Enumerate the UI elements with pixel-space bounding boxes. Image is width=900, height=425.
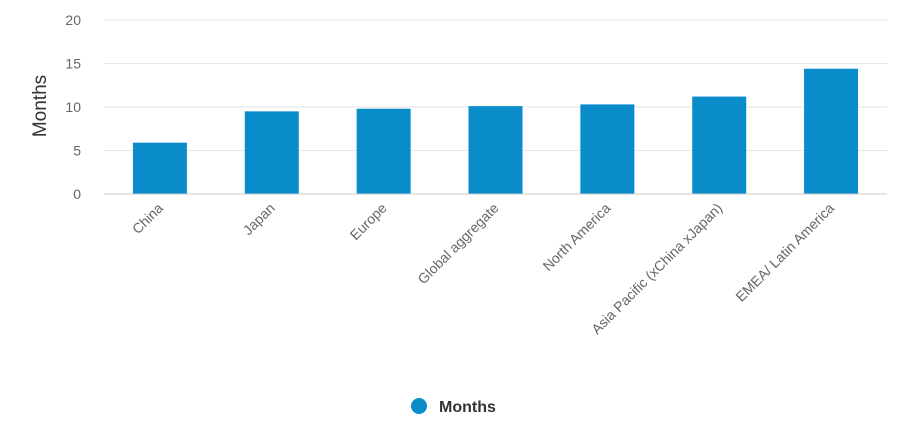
legend[interactable]: Months bbox=[411, 398, 496, 416]
bar-global-aggregate[interactable] bbox=[468, 106, 523, 194]
x-tick-label: Asia Pacific (xChina xJapan) bbox=[588, 200, 725, 337]
y-axis-title: Months bbox=[30, 75, 51, 137]
x-tick-label: China bbox=[129, 200, 166, 237]
legend-marker bbox=[411, 398, 427, 414]
y-tick-label: 15 bbox=[65, 56, 81, 72]
bar-north-america[interactable] bbox=[580, 104, 635, 194]
bar-japan[interactable] bbox=[244, 111, 299, 194]
y-tick-label: 5 bbox=[73, 143, 81, 159]
bar-emea-latin-america[interactable] bbox=[804, 68, 859, 194]
x-tick-label: Europe bbox=[347, 200, 390, 243]
x-tick-label: Global aggregate bbox=[414, 200, 501, 287]
bars bbox=[132, 68, 859, 194]
bar-europe[interactable] bbox=[356, 108, 411, 194]
x-tick-label: Japan bbox=[240, 200, 278, 238]
legend-label-months: Months bbox=[439, 399, 496, 416]
x-axis-labels: China Japan Europe Global aggregate North Am… bbox=[129, 200, 837, 337]
y-axis-ticks: 0 5 10 15 20 bbox=[65, 12, 81, 202]
y-tick-label: 10 bbox=[65, 99, 81, 115]
y-tick-label: 0 bbox=[73, 186, 81, 202]
bar-china[interactable] bbox=[132, 142, 187, 194]
bar-asia-pacific-xchina-xjapan[interactable] bbox=[692, 96, 747, 194]
x-tick-label: EMEA/ Latin America bbox=[732, 200, 837, 305]
y-tick-label: 20 bbox=[65, 12, 81, 28]
x-tick-label: North America bbox=[539, 200, 613, 274]
